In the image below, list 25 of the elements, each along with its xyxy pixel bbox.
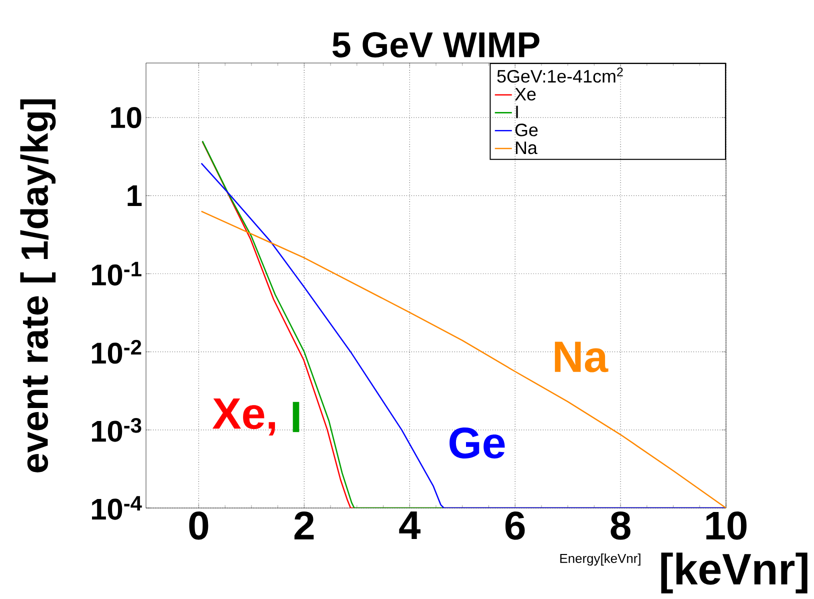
annotation: Ge bbox=[450, 427, 505, 459]
y-axis-title: event rate [ 1/day/kg] bbox=[20, 99, 56, 472]
y-tick-label: 10$^{-4}$ bbox=[92, 496, 142, 520]
text: [keVnr] bbox=[661, 552, 808, 594]
x-tick-label: 6 bbox=[505, 512, 525, 540]
annotation: Xe, bbox=[212, 398, 275, 436]
x-tick-label: 4 bbox=[399, 512, 420, 539]
chart-title: 5 GeV WIMP bbox=[332, 32, 540, 58]
y-tick-label: 1 bbox=[128, 185, 142, 206]
y-tick-label: 10$^{-1}$ bbox=[92, 262, 142, 286]
y-tick-label: 10$^{-3}$ bbox=[92, 418, 142, 442]
legend-label: Na bbox=[516, 142, 538, 154]
x-tick-label: 10 bbox=[706, 512, 747, 540]
annotation: Na bbox=[554, 342, 608, 372]
x-tick-label: 0 bbox=[189, 512, 208, 540]
legend-label: I bbox=[516, 106, 518, 118]
legend-label: Xe bbox=[514, 88, 536, 100]
legend-title: 5GeV:1e-41cm$^{2}$ bbox=[497, 67, 623, 83]
x-tick-label: 8 bbox=[610, 512, 630, 540]
y-tick-label: 10$^{-2}$ bbox=[92, 340, 142, 364]
y-tick-label: 10 bbox=[111, 106, 142, 128]
x-tick-label: 2 bbox=[294, 512, 314, 540]
legend-label: Ge bbox=[515, 124, 538, 136]
annotation: I bbox=[292, 402, 300, 432]
x-axis-title: Energy[keVnr] bbox=[560, 554, 640, 566]
